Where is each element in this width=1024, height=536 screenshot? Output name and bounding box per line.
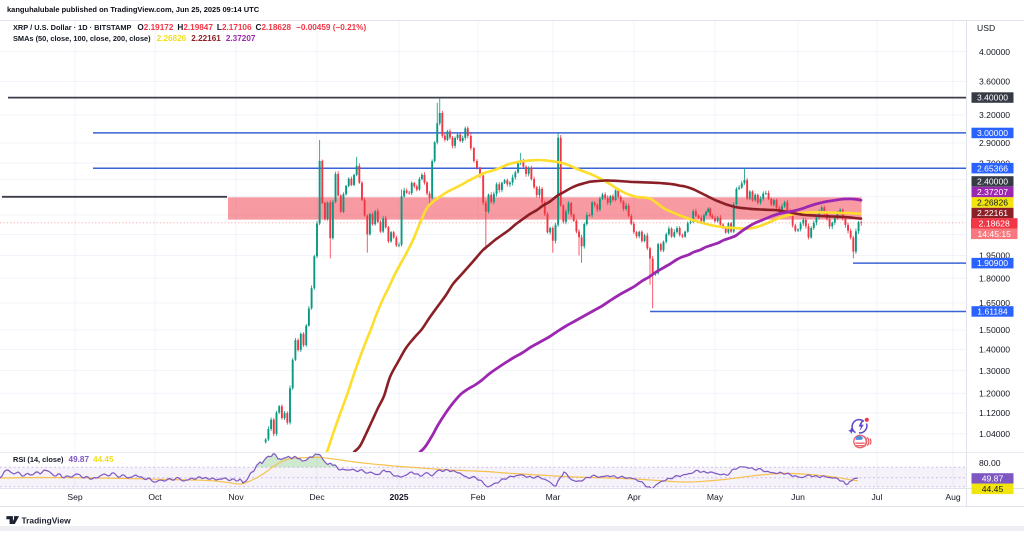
svg-text:Oct: Oct <box>148 492 162 502</box>
svg-text:Aug: Aug <box>945 492 961 502</box>
svg-text:1.65000: 1.65000 <box>979 298 1010 308</box>
svg-text:1.61184: 1.61184 <box>977 307 1008 317</box>
svg-text:SMAs (50, close, 100, close, 2: SMAs (50, close, 100, close, 200, close)… <box>13 34 256 43</box>
svg-text:Mar: Mar <box>546 492 561 502</box>
svg-text:Sep: Sep <box>67 492 83 502</box>
svg-text:1.40000: 1.40000 <box>979 345 1010 355</box>
svg-text:1.04000: 1.04000 <box>979 429 1010 439</box>
svg-text:2.18628: 2.18628 <box>979 219 1010 229</box>
svg-text:Apr: Apr <box>627 492 641 502</box>
svg-text:Feb: Feb <box>471 492 486 502</box>
svg-text:Jun: Jun <box>791 492 805 502</box>
svg-text:3.60000: 3.60000 <box>979 77 1010 87</box>
svg-text:XRP / U.S. Dollar · 1D · BITST: XRP / U.S. Dollar · 1D · BITSTAMP O2.1917… <box>13 23 366 32</box>
svg-text:Dec: Dec <box>309 492 325 502</box>
svg-text:1.80000: 1.80000 <box>979 273 1010 283</box>
svg-text:1.12000: 1.12000 <box>979 408 1010 418</box>
svg-text:1.95000: 1.95000 <box>979 251 1010 261</box>
svg-text:3.20000: 3.20000 <box>979 110 1010 120</box>
svg-text:2.40000: 2.40000 <box>977 177 1008 187</box>
svg-text:2.65366: 2.65366 <box>977 163 1008 173</box>
svg-text:Jul: Jul <box>872 492 883 502</box>
svg-text:2.26826: 2.26826 <box>977 198 1008 208</box>
svg-text:3.40000: 3.40000 <box>977 93 1008 103</box>
svg-text:May: May <box>707 492 724 502</box>
svg-text:2025: 2025 <box>389 492 408 502</box>
svg-text:1.90900: 1.90900 <box>977 258 1008 268</box>
svg-text:14:45:15: 14:45:15 <box>977 229 1011 239</box>
svg-text:Nov: Nov <box>228 492 244 502</box>
svg-text:2.37207: 2.37207 <box>977 187 1008 197</box>
svg-text:1.20000: 1.20000 <box>979 389 1010 399</box>
svg-text:1.30000: 1.30000 <box>979 366 1010 376</box>
svg-text:1.50000: 1.50000 <box>979 325 1010 335</box>
svg-text:49.87: 49.87 <box>982 474 1004 484</box>
svg-text:2.22161: 2.22161 <box>977 208 1008 218</box>
svg-text:kanguhalubale published on Tra: kanguhalubale published on TradingView.c… <box>7 5 260 14</box>
svg-text:3.00000: 3.00000 <box>977 128 1008 138</box>
svg-text:TradingView: TradingView <box>22 516 72 526</box>
svg-text:2.90000: 2.90000 <box>979 138 1010 148</box>
svg-text:USD: USD <box>977 23 995 33</box>
svg-text:80.00: 80.00 <box>979 458 1001 468</box>
svg-text:44.45: 44.45 <box>982 484 1004 494</box>
svg-text:4.00000: 4.00000 <box>979 47 1010 57</box>
